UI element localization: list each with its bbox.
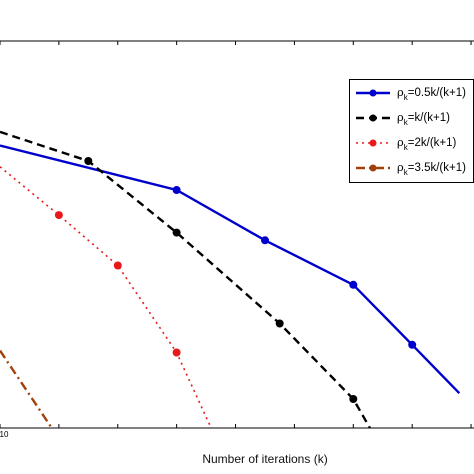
legend-marker [369,139,377,147]
legend-label: ρk=2k/(k+1) [397,135,457,152]
legend-label: ρk=k/(k+1) [397,110,450,127]
legend-subscript: k [403,93,408,102]
legend-marker [369,114,377,122]
legend-swatch [356,114,390,122]
series-1-marker [349,280,358,289]
series-2-marker [275,319,284,328]
legend-rho: ρ [397,135,404,149]
series-1-marker [172,186,181,194]
legend: ρk=0.5k/(k+1) ρk=k/(k+1) ρk=2k/(k+1) ρk=3.5… [349,79,474,183]
legend-rho: ρ [397,110,404,124]
series-line-1 [0,144,461,395]
axes-box [0,40,474,429]
legend-swatch [356,139,390,147]
legend-entry-3: ρk=2k/(k+1) [350,133,474,155]
series-line-2 [0,130,372,428]
x-ticks [0,41,472,428]
legend-swatch [356,89,390,97]
x-tick-label: 10 [0,430,9,439]
series-1-marker [408,340,417,349]
legend-subscript: k [403,143,408,152]
series-2-marker [172,228,181,237]
legend-swatch [356,164,390,172]
legend-label: ρk=0.5k/(k+1) [397,85,466,102]
plot-lines [0,130,461,428]
series-2-marker [84,157,93,165]
series-2-marker [349,395,358,403]
legend-entry-2: ρk=k/(k+1) [350,108,474,130]
legend-subscript: k [403,118,408,127]
legend-rho: ρ [397,160,404,174]
series-3-marker [54,211,63,220]
series-1-marker [261,236,269,245]
legend-formula: =2k/(k+1) [407,137,457,149]
legend-label: ρk=3.5k/(k+1) [397,160,466,177]
series-line-3 [0,166,213,428]
series-3-marker [172,348,181,357]
series-line-4 [0,349,54,428]
legend-entry-4: ρk=3.5k/(k+1) [350,158,474,180]
series-3-marker [113,261,122,270]
legend-marker [369,89,377,97]
legend-formula: =k/(k+1) [407,112,450,124]
legend-formula: =3.5k/(k+1) [407,162,466,174]
legend-subscript: k [403,168,408,177]
legend-rho: ρ [397,85,404,99]
legend-entry-1: ρk=0.5k/(k+1) [350,83,474,105]
x-axis-label: Number of iterations (k) [202,452,328,466]
legend-formula: =0.5k/(k+1) [407,87,466,99]
legend-marker [369,164,377,172]
